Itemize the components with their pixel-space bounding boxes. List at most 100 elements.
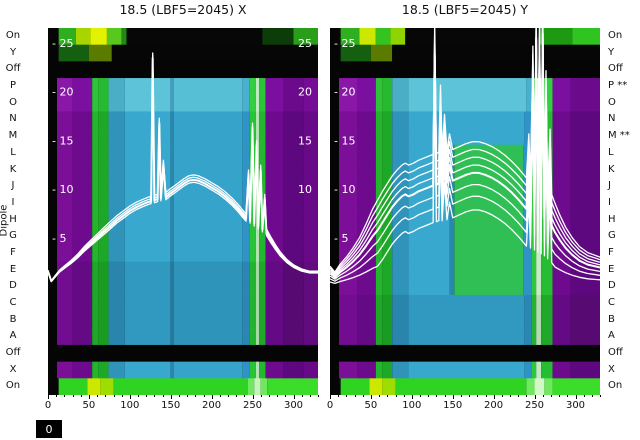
heatmap-cell	[262, 28, 294, 46]
x-tick-mark	[211, 395, 213, 399]
left-panel-title: 18.5 (LBF5=2045) X	[119, 2, 247, 17]
heatmap-cell	[382, 194, 393, 213]
heatmap-cell	[124, 244, 171, 263]
heatmap-cell	[570, 311, 600, 329]
heatmap-cell	[303, 144, 318, 163]
heatmap-cell	[357, 161, 376, 179]
heatmap-cell	[75, 28, 91, 46]
heatmap-cell	[382, 128, 393, 146]
heatmap-cell	[242, 328, 250, 346]
x-tick-mark	[318, 395, 319, 397]
x-tick-mark	[277, 395, 279, 397]
heatmap-cell	[541, 311, 553, 329]
heatmap-cell	[72, 128, 93, 146]
heatmap-cell	[375, 128, 383, 146]
heatmap-cell	[48, 44, 59, 62]
heatmap-cell	[92, 128, 99, 146]
x-tick-mark	[121, 395, 123, 397]
right-row-labels: On Y Off P ** O N M ** L K J I H G F E D C B A Off X On	[608, 28, 640, 395]
x-tick-mark	[64, 395, 66, 397]
heatmap-cell	[339, 228, 358, 246]
heatmap-cell	[382, 78, 393, 96]
heatmap-cell	[541, 261, 553, 279]
heatmap-cell	[48, 94, 57, 113]
heatmap-cell	[369, 378, 383, 395]
heatmap-cell	[98, 194, 109, 213]
heatmap-cell	[170, 94, 174, 113]
heatmap-cell	[283, 278, 304, 296]
heatmap-cell	[255, 228, 260, 246]
heatmap-cell	[454, 228, 524, 246]
heatmap-cell	[570, 328, 600, 346]
value-tick-label: - 10	[52, 183, 73, 196]
heatmap-cell	[108, 194, 125, 213]
heatmap-cell	[92, 194, 99, 213]
heatmap-cell	[259, 228, 266, 246]
heatmap-cell	[541, 294, 553, 313]
heatmap-cell	[375, 328, 383, 346]
right-row-label: F	[608, 246, 614, 258]
heatmap-cell	[330, 361, 339, 379]
heatmap-cell	[382, 294, 393, 313]
heatmap-cell	[92, 361, 99, 379]
heatmap-cell	[408, 328, 525, 346]
heatmap-cell	[98, 361, 109, 379]
heatmap-cell	[339, 294, 358, 313]
value-tick-label: - 5	[52, 232, 66, 245]
heatmap-cell	[255, 128, 260, 146]
heatmap-cell	[170, 261, 174, 279]
heatmap-cell	[570, 144, 600, 163]
heatmap-cell	[174, 78, 243, 96]
heatmap-cell	[242, 244, 250, 263]
heatmap-cell	[283, 94, 304, 113]
heatmap-cell	[552, 144, 571, 163]
heatmap-cell	[392, 178, 409, 196]
heatmap-cell	[170, 194, 174, 213]
heatmap-cell	[259, 244, 266, 263]
heatmap-cell	[357, 144, 376, 163]
heatmap-cell	[375, 244, 383, 263]
heatmap-cell	[570, 228, 600, 246]
heatmap-cell	[265, 161, 284, 179]
heatmap-cell	[265, 328, 284, 346]
heatmap-cell	[249, 361, 256, 379]
x-tick-mark	[600, 395, 601, 397]
x-tick-mark	[178, 395, 180, 397]
heatmap-cell	[98, 94, 109, 113]
left-row-label: On	[5, 380, 21, 392]
heatmap-cell	[126, 28, 263, 46]
heatmap-cell	[249, 244, 256, 263]
value-tick-label: - 5	[334, 232, 348, 245]
heatmap-svg-x: - 25 - 20 - 15 - 10 - 5 25 20 15 10	[48, 28, 318, 395]
heatmap-cell	[265, 94, 284, 113]
heatmap-cell	[523, 278, 532, 296]
x-tick-mark	[354, 395, 356, 397]
x-tick-mark	[420, 395, 421, 397]
heatmap-cell	[57, 294, 73, 313]
heatmap-cell	[283, 178, 304, 196]
left-row-label: E	[9, 263, 17, 275]
heatmap-cell	[249, 278, 256, 296]
heatmap-cell	[98, 244, 109, 263]
x-tick-mark	[309, 395, 311, 397]
heatmap-cell	[242, 361, 250, 379]
heatmap-cell	[249, 311, 256, 329]
x-tick-mark	[285, 395, 287, 397]
heatmap-cell	[72, 111, 93, 129]
heatmap-cell	[449, 244, 455, 263]
heatmap-cell	[170, 78, 174, 96]
heatmap-cell	[303, 361, 318, 379]
right-row-label: Off	[608, 347, 623, 358]
heatmap-cell	[57, 244, 73, 263]
heatmap-cell	[330, 178, 339, 196]
heatmap-cell	[249, 194, 256, 213]
heatmap-cell	[92, 178, 99, 196]
heatmap-cell	[174, 161, 243, 179]
heatmap-cell	[283, 211, 304, 229]
heatmap-cell	[454, 194, 524, 213]
heatmap-cell	[265, 261, 284, 279]
heatmap-cell	[72, 361, 93, 379]
heatmap-cell	[259, 328, 266, 346]
heatmap-cell	[303, 94, 318, 113]
right-row-label: H	[608, 213, 616, 225]
